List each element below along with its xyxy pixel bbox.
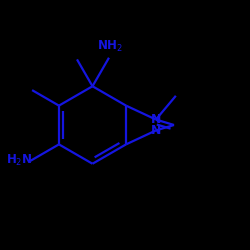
Text: N: N — [151, 113, 161, 126]
Text: N: N — [151, 124, 161, 137]
Text: NH$_2$: NH$_2$ — [97, 39, 123, 54]
Text: H$_2$N: H$_2$N — [6, 153, 32, 168]
